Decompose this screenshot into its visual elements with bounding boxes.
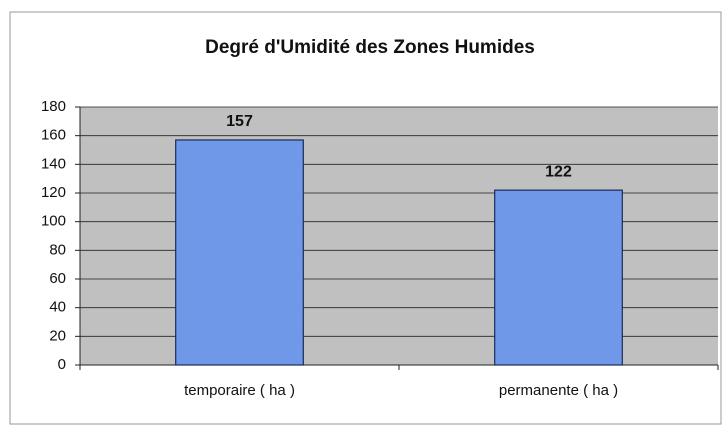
y-tick-label: 40 [49,299,66,316]
y-tick-label: 160 [41,127,66,144]
y-tick-label: 180 [41,98,66,115]
x-tick-label: temporaire ( ha ) [184,382,295,399]
y-tick-label: 140 [41,155,66,172]
bar [175,139,304,366]
y-tick-label: 80 [49,241,66,258]
y-tick-label: 120 [41,184,66,201]
chart-title: Degré d'Umidité des Zones Humides [205,37,535,58]
y-tick-label: 60 [49,270,66,287]
x-tick-label: permanente ( ha ) [499,382,618,399]
bar [494,189,623,366]
data-label: 122 [545,163,572,180]
data-label: 157 [226,113,253,130]
y-tick-label: 0 [58,356,66,373]
y-tick-label: 20 [49,327,66,344]
y-tick-label: 100 [41,213,66,230]
